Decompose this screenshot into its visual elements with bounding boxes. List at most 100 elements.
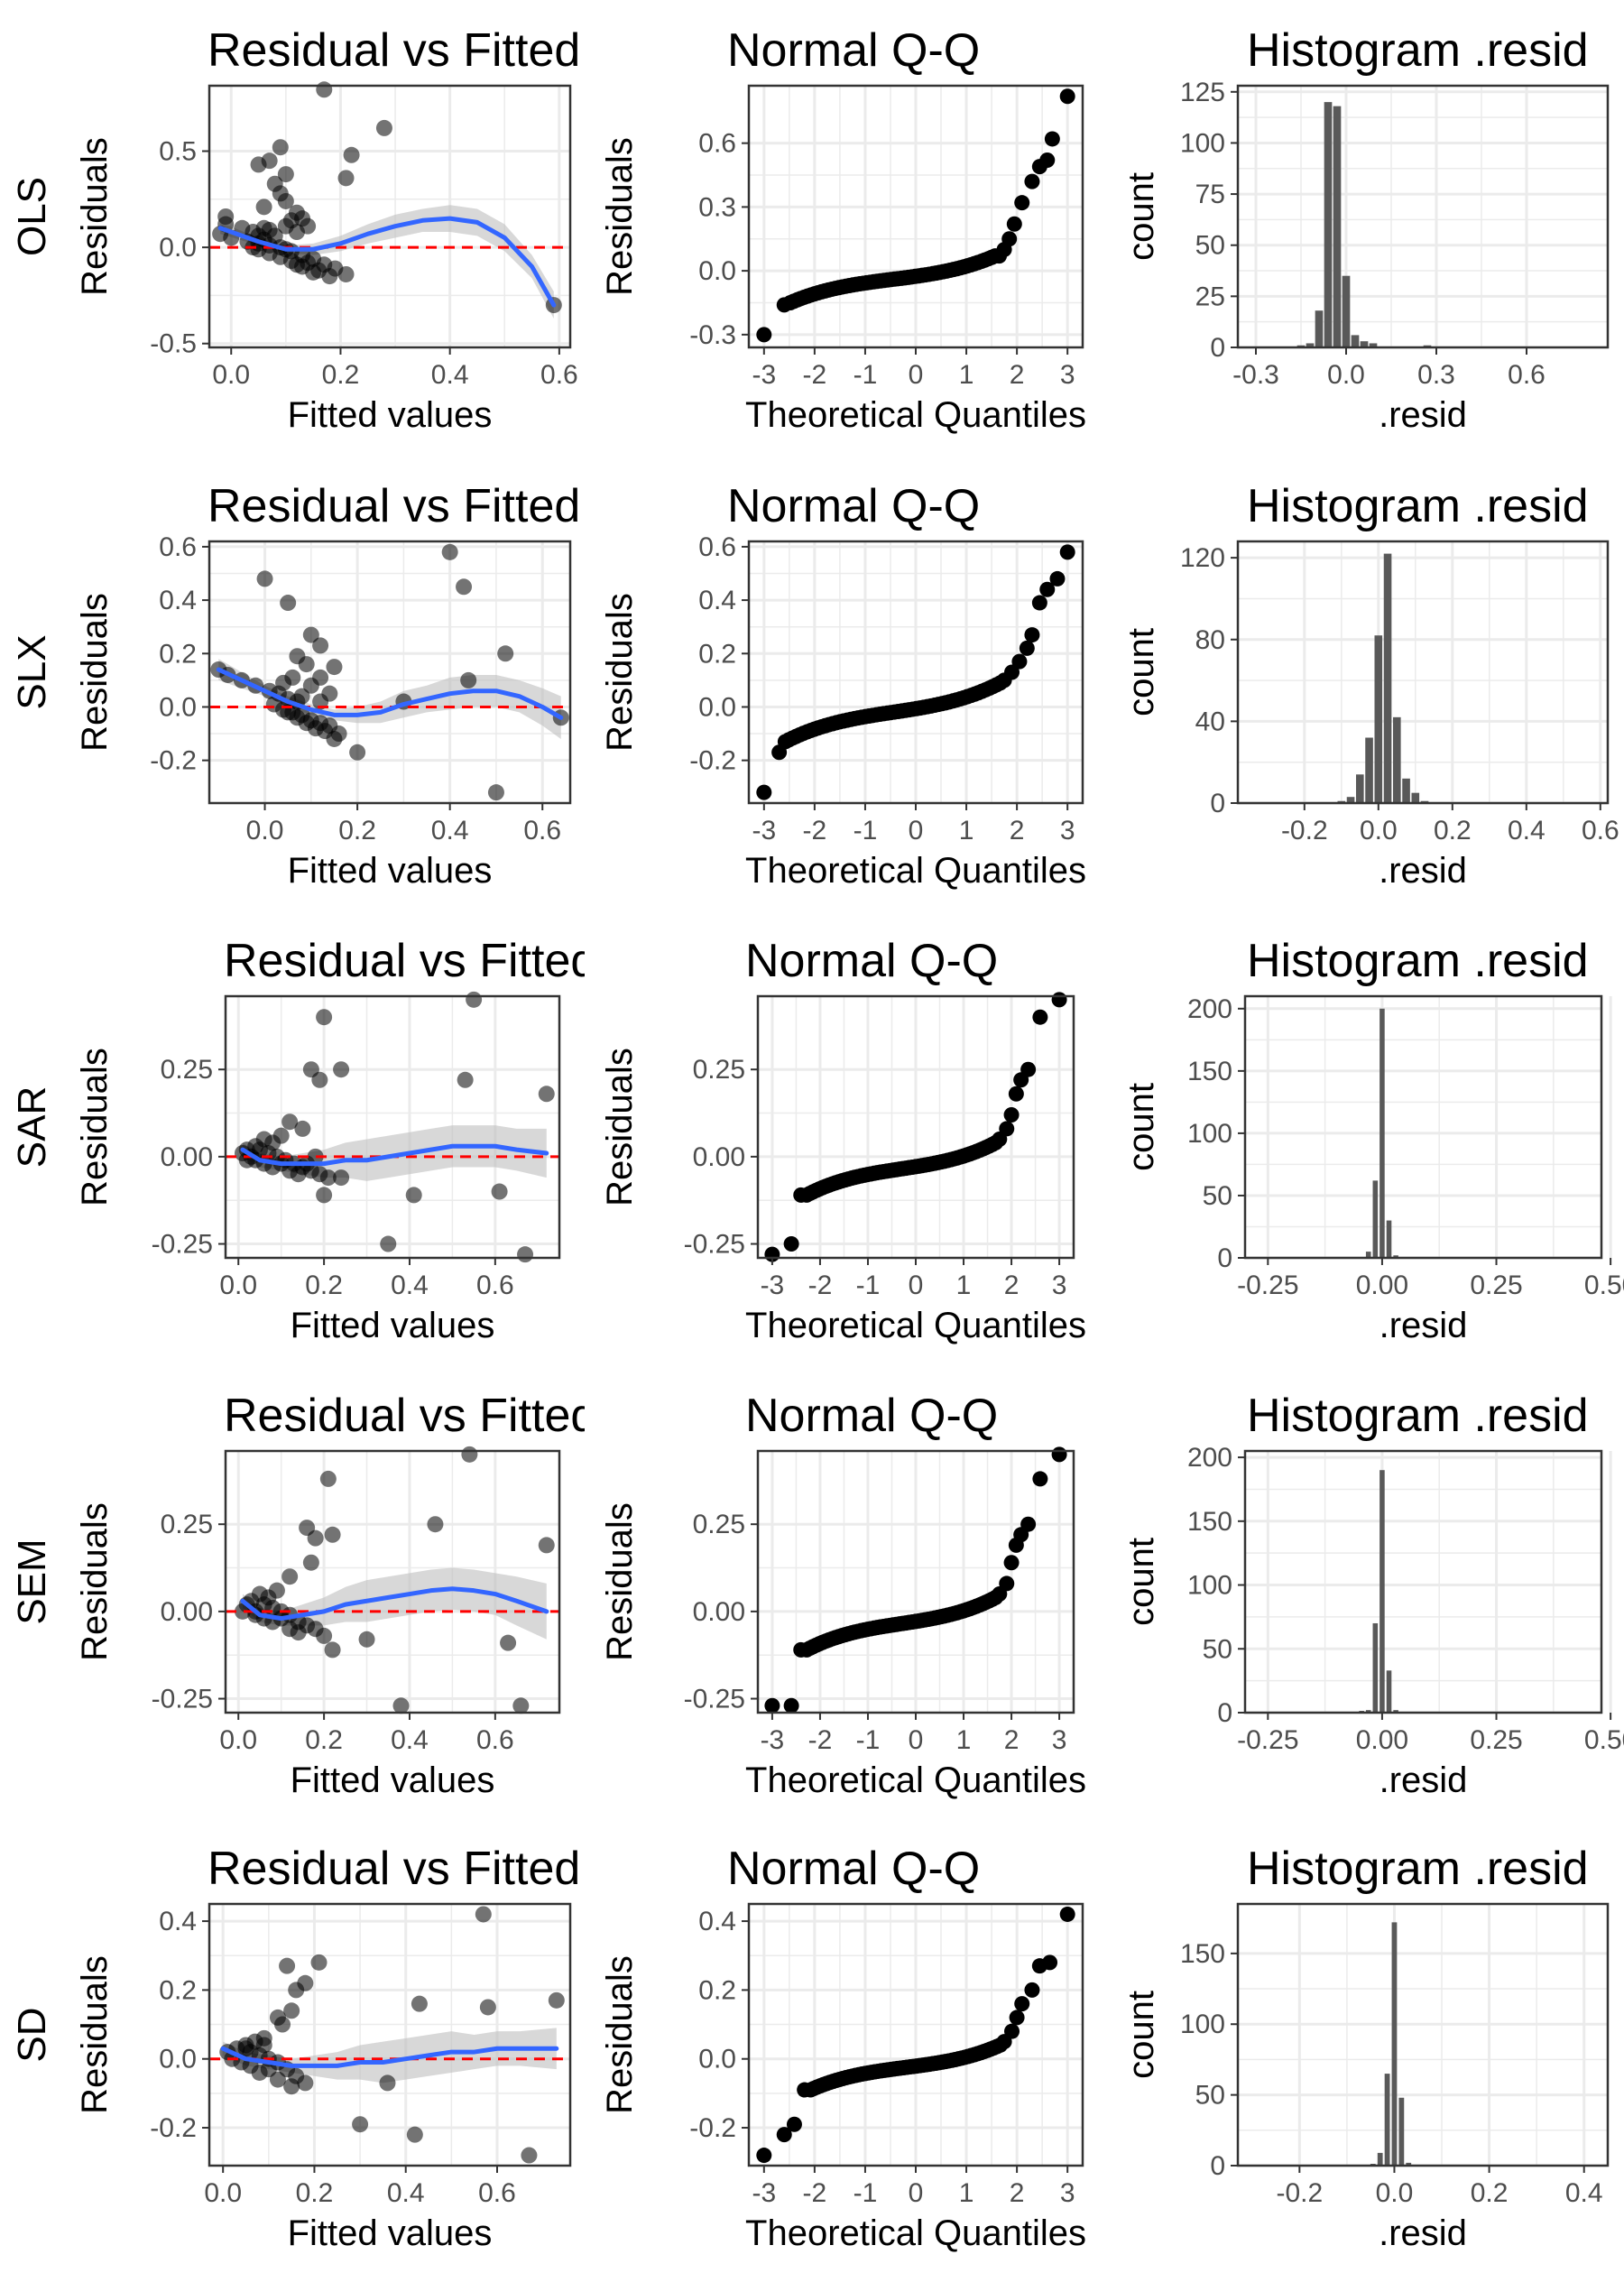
histogram-bar (1324, 102, 1333, 347)
y-tick-label: 200 (1187, 994, 1232, 1024)
x-tick-label: 3 (1060, 360, 1075, 390)
residual-point (333, 1061, 350, 1078)
residual-point (261, 152, 278, 170)
x-tick-label: 3 (1052, 1270, 1067, 1300)
qq-point (1020, 1061, 1037, 1077)
x-tick-label: 0.0 (246, 816, 284, 845)
x-tick-label: -2 (808, 1725, 833, 1755)
panel-background (1238, 541, 1608, 803)
y-tick-label: 100 (1187, 1571, 1232, 1601)
x-tick-label: 0 (909, 1725, 924, 1755)
y-tick-label: 75 (1195, 180, 1225, 209)
residual-point (466, 991, 483, 1008)
y-tick-label: 150 (1187, 1057, 1232, 1086)
y-tick-label: 200 (1187, 1443, 1232, 1473)
row-label-sd: SD (10, 2007, 54, 2062)
y-axis-label: count (1121, 1083, 1161, 1171)
qq-point (776, 2127, 792, 2143)
histogram-bar (1384, 2074, 1390, 2166)
y-tick-label: 50 (1195, 2081, 1225, 2111)
x-tick-label: 0.4 (391, 1725, 429, 1755)
residual-point (281, 1113, 299, 1131)
y-tick-label: 0.00 (161, 1597, 213, 1627)
x-tick-label: 0.0 (219, 1725, 257, 1755)
histogram-bar (1377, 2152, 1383, 2166)
panel-sem-qq: Normal Q-Q -3 -2 -1 0 1 2 3 -0.25 0.00 0.25 Theoret… (600, 1390, 1086, 1800)
histogram-bar (1372, 1622, 1379, 1713)
x-tick-label: 0 (909, 2178, 924, 2208)
x-tick-label: -1 (854, 816, 878, 845)
x-tick-label: 0.4 (431, 816, 469, 845)
residual-point (491, 1183, 508, 1200)
residual-point (310, 1954, 328, 1971)
panel-border (1243, 994, 1603, 1260)
qq-point (1014, 1996, 1030, 2012)
x-tick-label: 0.0 (1376, 2178, 1414, 2208)
residual-point (380, 1235, 397, 1252)
residual-point (280, 595, 297, 612)
y-tick-label: -0.5 (150, 329, 197, 359)
x-tick-label: 0.6 (1508, 360, 1546, 390)
residual-point (312, 637, 329, 654)
qq-point (1059, 544, 1075, 560)
x-tick-label: 2 (1004, 1725, 1020, 1755)
x-tick-label: -0.25 (1237, 1725, 1298, 1755)
x-tick-label: -0.3 (1232, 360, 1279, 390)
residual-point (290, 1624, 307, 1641)
residual-point (294, 1120, 311, 1137)
residual-point (281, 1568, 299, 1585)
qq-point (1014, 195, 1030, 211)
qq-point (1019, 640, 1035, 656)
x-tick-label: 0.4 (1508, 816, 1546, 845)
y-tick-label: 150 (1187, 1507, 1232, 1537)
y-axis-label: count (1121, 628, 1161, 716)
y-tick-label: 125 (1180, 78, 1225, 107)
y-tick-label: 0.4 (159, 1907, 197, 1936)
residual-point (311, 1071, 328, 1088)
x-axis-label: Fitted values (288, 851, 493, 891)
y-tick-label: -0.25 (684, 1230, 745, 1260)
y-axis-label: count (1121, 172, 1161, 261)
residual-point (283, 2002, 300, 2019)
histogram-bar (1351, 335, 1360, 347)
qq-point (1024, 173, 1040, 189)
x-axis-label: .resid (1379, 1760, 1468, 1800)
qq-point (756, 2148, 772, 2164)
y-tick-label: 0.4 (159, 586, 197, 615)
x-tick-label: -2 (808, 1270, 833, 1300)
residual-point (337, 265, 355, 282)
x-tick-label: -0.2 (1281, 816, 1328, 845)
qq-point (1044, 131, 1060, 147)
histogram-bar (1406, 2162, 1412, 2166)
y-tick-label: 0.0 (698, 256, 736, 286)
x-tick-label: -2 (803, 360, 827, 390)
x-tick-label: -1 (856, 1270, 881, 1300)
histogram-bar (1369, 343, 1378, 347)
qq-point (999, 1575, 1015, 1592)
panel-sem-hist: Histogram .resid -0.25 0.00 0.25 0.50 0 50 100 1… (1126, 1390, 1624, 1800)
residual-point (337, 170, 355, 187)
y-tick-label: 0.0 (159, 233, 197, 263)
x-tick-label: 0.2 (338, 816, 376, 845)
y-axis-label: Residuals (75, 1048, 115, 1206)
y-tick-label: 0.25 (693, 1055, 745, 1085)
x-tick-label: 0.50 (1584, 1270, 1624, 1300)
qq-point (1011, 653, 1028, 670)
residual-point (326, 659, 343, 676)
residual-point (460, 671, 477, 688)
panel-ols-resid-fitted: Residual vs Fitted 0.0 0.2 0.4 0.6 -0.5 0.0 0.5… (75, 24, 580, 435)
residual-point (302, 677, 319, 694)
x-tick-label: 0.00 (1356, 1270, 1408, 1300)
panel-sd-hist: Histogram .resid -0.2 0.0 0.2 0.4 0 50 100 150 .r… (1126, 1843, 1610, 2253)
histogram-bar (1392, 716, 1401, 803)
panel-slx-resid-fitted: Residual vs Fitted 0.0 0.2 0.4 0.6 -0.2 0.0 0.2… (75, 480, 580, 891)
residual-point (475, 1906, 492, 1923)
residual-point (375, 119, 392, 136)
panel-ols-hist: Histogram .resid -0.3 0.0 0.3 0.6 0 25 50 75 100 1… (1121, 24, 1610, 435)
residual-point (324, 1641, 341, 1659)
residual-point (324, 1526, 341, 1543)
y-tick-label: 150 (1180, 1939, 1225, 1969)
y-tick-label: -0.3 (689, 320, 736, 350)
y-axis-label: Residuals (600, 1502, 640, 1661)
x-tick-label: 0.6 (1582, 816, 1619, 845)
